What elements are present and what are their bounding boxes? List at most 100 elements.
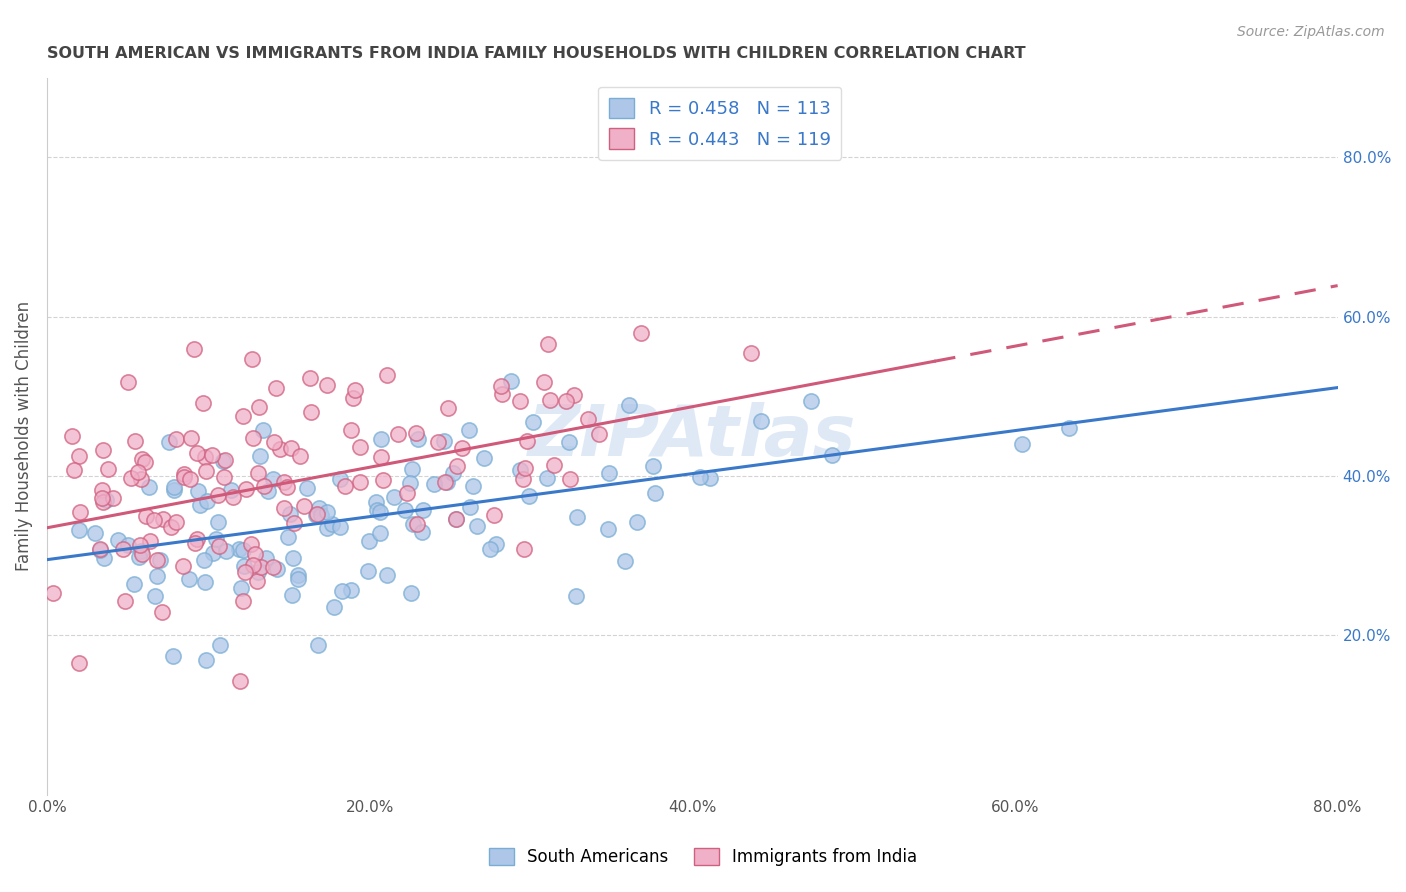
- Point: [94, 492, 117, 507]
- Point: [228, 541, 250, 556]
- Point: [212, 454, 235, 468]
- Point: [308, 501, 330, 516]
- Point: [1057, 421, 1080, 435]
- Point: [598, 466, 620, 480]
- Point: [186, 532, 208, 546]
- Legend: R = 0.458   N = 113, R = 0.443   N = 119: R = 0.458 N = 113, R = 0.443 N = 119: [598, 87, 841, 160]
- Point: [252, 423, 274, 437]
- Point: [288, 449, 311, 463]
- Point: [67, 523, 90, 537]
- Point: [371, 474, 394, 488]
- Point: [330, 584, 353, 599]
- Point: [273, 475, 295, 489]
- Point: [370, 450, 392, 464]
- Point: [562, 388, 585, 402]
- Point: [103, 491, 125, 505]
- Point: [512, 472, 534, 486]
- Point: [382, 490, 405, 504]
- Point: [266, 562, 288, 576]
- Point: [232, 594, 254, 608]
- Point: [166, 515, 188, 529]
- Point: [246, 565, 269, 579]
- Point: [180, 431, 202, 445]
- Point: [143, 589, 166, 603]
- Point: [209, 638, 232, 652]
- Point: [114, 594, 136, 608]
- Point: [208, 539, 231, 553]
- Point: [159, 520, 181, 534]
- Point: [405, 425, 427, 440]
- Point: [233, 566, 256, 580]
- Point: [614, 554, 637, 568]
- Point: [235, 482, 257, 496]
- Point: [484, 508, 506, 522]
- Point: [370, 525, 392, 540]
- Point: [120, 471, 142, 485]
- Point: [177, 572, 200, 586]
- Point: [193, 553, 215, 567]
- Point: [205, 533, 228, 547]
- Point: [207, 488, 229, 502]
- Point: [262, 560, 284, 574]
- Point: [269, 442, 291, 456]
- Point: [458, 500, 481, 514]
- Point: [146, 553, 169, 567]
- Point: [83, 526, 105, 541]
- Point: [436, 475, 458, 489]
- Point: [183, 343, 205, 357]
- Point: [509, 463, 531, 477]
- Point: [253, 479, 276, 493]
- Point: [163, 480, 186, 494]
- Point: [387, 427, 409, 442]
- Point: [229, 673, 252, 688]
- Point: [433, 475, 456, 489]
- Point: [240, 351, 263, 366]
- Point: [165, 432, 187, 446]
- Point: [242, 558, 264, 573]
- Point: [298, 371, 321, 385]
- Point: [368, 506, 391, 520]
- Point: [342, 391, 364, 405]
- Point: [412, 502, 434, 516]
- Point: [451, 441, 474, 455]
- Point: [689, 470, 711, 484]
- Point: [308, 638, 330, 652]
- Point: [517, 489, 540, 503]
- Text: Source: ZipAtlas.com: Source: ZipAtlas.com: [1237, 25, 1385, 39]
- Point: [699, 471, 721, 485]
- Point: [444, 512, 467, 526]
- Point: [247, 400, 270, 414]
- Point: [321, 517, 343, 532]
- Point: [461, 479, 484, 493]
- Point: [239, 537, 262, 551]
- Point: [644, 485, 666, 500]
- Point: [257, 483, 280, 498]
- Point: [598, 523, 620, 537]
- Point: [411, 524, 433, 539]
- Point: [232, 558, 254, 573]
- Point: [491, 386, 513, 401]
- Point: [626, 515, 648, 529]
- Point: [219, 483, 242, 498]
- Point: [194, 574, 217, 589]
- Point: [278, 507, 301, 521]
- Point: [565, 589, 588, 603]
- Point: [212, 470, 235, 484]
- Point: [558, 435, 581, 450]
- Point: [150, 605, 173, 619]
- Point: [128, 538, 150, 552]
- Point: [406, 516, 429, 531]
- Point: [536, 470, 558, 484]
- Point: [264, 381, 287, 395]
- Point: [485, 537, 508, 551]
- Point: [560, 472, 582, 486]
- Point: [152, 512, 174, 526]
- Point: [357, 564, 380, 578]
- Point: [173, 470, 195, 484]
- Point: [576, 412, 599, 426]
- Point: [509, 393, 531, 408]
- Point: [231, 581, 253, 595]
- Point: [232, 543, 254, 558]
- Point: [90, 483, 112, 498]
- Point: [323, 599, 346, 614]
